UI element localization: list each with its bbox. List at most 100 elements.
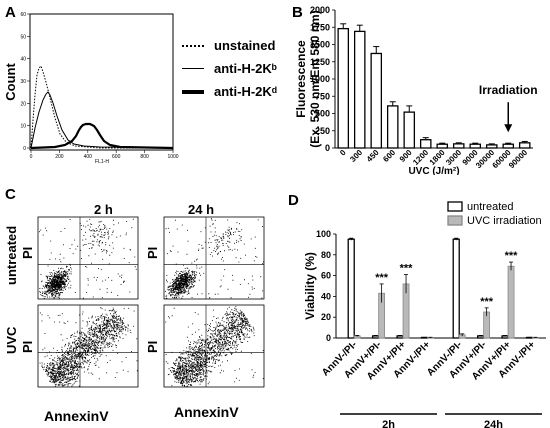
b-ytick-label: 0 (325, 143, 330, 153)
b-ytick-label: 500 (315, 109, 330, 119)
legend-swatch-dotted (182, 44, 204, 47)
b-xtick-label: 600 (381, 148, 397, 164)
histogram-unstained-curve (30, 65, 173, 149)
b-xtick-label: 1800 (428, 148, 447, 167)
d-bar (452, 238, 460, 339)
b-bar (485, 144, 498, 149)
d-bar (507, 265, 515, 339)
legend-label: anti-H-2Kᵈ (214, 84, 277, 99)
b-xtick-label: 90000 (507, 148, 529, 170)
b-ytick-label: 250 (315, 126, 330, 136)
histogram-frame (29, 13, 174, 151)
d-ylabel: Viability (%) (303, 252, 317, 320)
dot-plot (37, 304, 139, 388)
d-ytick-label: 20 (321, 312, 331, 322)
histogram-ytick-label: 20 (20, 101, 26, 107)
b-xtick-label: 3000 (444, 148, 463, 167)
legend-swatch-thin (182, 68, 204, 69)
panel-c-dot-plots (37, 216, 265, 388)
histogram-ytick-label: 10 (20, 124, 26, 130)
b-ytick-label: 1000 (310, 74, 330, 84)
b-ytick-label: 1250 (310, 57, 330, 67)
b-bar (353, 30, 366, 149)
b-bar (502, 143, 515, 149)
b-xtick-label: 1200 (411, 148, 430, 167)
annexin-label: AnnexinV (44, 408, 109, 424)
d-ytick-label: 0 (326, 333, 331, 343)
dot-plot (163, 216, 265, 300)
histogram-h2kb-curve (30, 91, 174, 149)
b-annotation-label: Irradiation (479, 83, 538, 97)
b-xtick-label: 0 (338, 148, 348, 158)
histogram-ytick-label: 50 (20, 34, 26, 40)
annexin-label: AnnexinV (174, 404, 239, 420)
b-bar (370, 52, 383, 149)
histogram-ylabel: Count (3, 63, 18, 101)
b-ytick-label: 2000 (310, 5, 330, 15)
arrow-down-icon (504, 124, 513, 133)
col-label-24h: 24 h (188, 202, 215, 217)
b-xlabel: UVC (J/m²) (408, 166, 459, 175)
histogram-h2kd-curve (30, 122, 174, 150)
dot-plot-events (165, 306, 264, 387)
d-legend-swatch (447, 201, 463, 212)
histogram-ytick-label: 30 (20, 79, 26, 85)
b-bar (337, 27, 350, 149)
panel-c-letter: C (5, 186, 16, 203)
legend-item-h2kd: anti-H-2Kᵈ (182, 80, 277, 103)
d-legend-swatch (447, 215, 463, 226)
d-ytick-label: 40 (321, 291, 331, 301)
histogram-xtick-label: 200 (55, 154, 64, 160)
histogram-xtick-label: 600 (112, 154, 121, 160)
b-ytick-label: 750 (315, 91, 330, 101)
d-bar (347, 238, 355, 339)
b-xtick-label: 450 (365, 148, 381, 164)
b-bar (403, 111, 416, 149)
b-bar (386, 105, 399, 149)
b-bar (518, 142, 531, 149)
d-ytick-label: 60 (321, 271, 331, 281)
legend-item-h2kb: anti-H-2Kᵇ (182, 57, 277, 80)
d-legend-label: untreated (467, 201, 513, 213)
d-group-label: 2h (382, 419, 395, 428)
histogram-xtick-label: 400 (84, 154, 93, 160)
d-legend-label: UVC irradiation (467, 215, 542, 227)
histogram-ytick-label: 60 (20, 12, 26, 18)
legend-label: unstained (214, 38, 276, 53)
d-significance: *** (480, 296, 494, 308)
dot-plot-events (39, 307, 138, 387)
d-significance: *** (400, 263, 414, 275)
histogram-xtick-label: 1000 (167, 154, 178, 160)
dot-plot (163, 304, 265, 388)
b-xtick-label: 300 (348, 148, 364, 164)
panel-a-histogram: 0 10 20 30 40 50 60 0 200 400 600 800 1000 Count FL… (3, 12, 179, 165)
b-bar (419, 139, 432, 149)
b-ytick-label: 1500 (310, 40, 330, 50)
histogram-ytick-label: 0 (23, 146, 26, 152)
b-ylabel: Fluorescence (295, 40, 308, 118)
legend-label: anti-H-2Kᵇ (214, 61, 277, 76)
d-significance: *** (375, 272, 389, 284)
histogram-ytick-label: 40 (20, 57, 26, 63)
d-group-label: 24h (484, 419, 503, 428)
histogram-xtick-label: 0 (30, 154, 33, 160)
histogram-xtick-label: 800 (140, 154, 149, 160)
histogram-xlabel: FL1-H (95, 159, 109, 165)
d-ytick-label: 100 (316, 229, 331, 239)
b-bar (452, 143, 465, 149)
panel-d-letter: D (288, 192, 299, 209)
d-significance: *** (505, 250, 519, 262)
panel-b-letter: B (292, 4, 303, 21)
b-ylabel: (Ex. 530 nm/Em 580 nm) (308, 10, 322, 147)
d-ytick-label: 80 (321, 250, 331, 260)
panel-a-legend: unstained anti-H-2Kᵇ anti-H-2Kᵈ (182, 34, 277, 103)
panel-a-letter: A (5, 4, 16, 21)
b-bar (436, 143, 449, 149)
legend-swatch-thick (182, 89, 204, 94)
dot-plot (37, 216, 139, 300)
b-ytick-label: 1750 (310, 22, 330, 32)
legend-item-unstained: unstained (182, 34, 277, 57)
b-bar (469, 143, 482, 149)
